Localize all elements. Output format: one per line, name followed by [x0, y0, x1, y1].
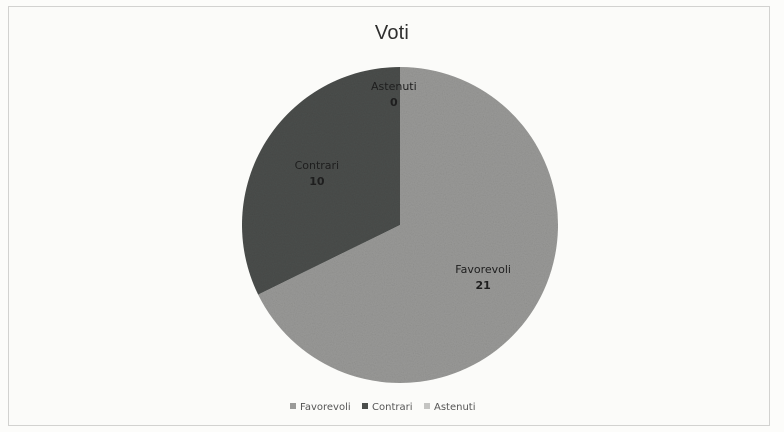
pie-slices — [241, 67, 558, 384]
legend-swatch-favorevoli — [290, 403, 296, 409]
legend-label-favorevoli: Favorevoli — [300, 402, 351, 413]
data-label-favorevoli-value: 21 — [475, 279, 490, 292]
legend-label-contrari: Contrari — [372, 402, 413, 413]
legend-swatch-contrari — [362, 403, 368, 409]
data-label-contrari-value: 10 — [309, 175, 325, 188]
pie-slice-contrari — [241, 67, 400, 295]
data-label-astenuti-name: Astenuti — [371, 80, 417, 93]
data-label-astenuti-value: 0 — [390, 96, 398, 109]
pie-slice-favorevoli — [258, 67, 558, 384]
chart-title: Voti — [374, 22, 410, 44]
pie-data-labels: Favorevoli 21 Contrari 10 Astenuti 0 — [295, 80, 511, 292]
data-label-contrari-name: Contrari — [295, 159, 340, 172]
data-label-favorevoli-name: Favorevoli — [455, 263, 511, 276]
legend-label-astenuti: Astenuti — [434, 402, 476, 413]
legend-swatch-astenuti — [424, 403, 430, 409]
chart-legend: Favorevoli Contrari Astenuti — [290, 402, 476, 413]
